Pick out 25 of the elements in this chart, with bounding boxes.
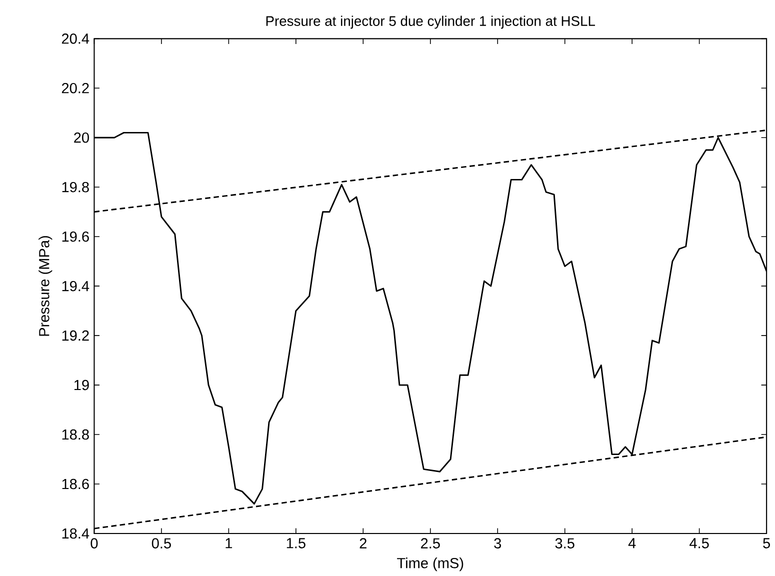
y-tick-label: 20 xyxy=(74,132,89,144)
y-tick-label: 20.2 xyxy=(62,83,89,94)
y-tick-label: 18.8 xyxy=(62,430,89,440)
x-tick-label: 0 xyxy=(90,538,98,549)
y-axis-title: Pressure (MPa) xyxy=(38,236,52,336)
x-tick-label: 3.5 xyxy=(555,538,574,549)
x-tick-label: 2.5 xyxy=(421,538,440,549)
x-tick-label: 0.5 xyxy=(152,538,171,549)
y-tick-label: 19.2 xyxy=(62,330,89,341)
y-tick-label: 18.4 xyxy=(62,528,90,539)
y-tick-label: 18.6 xyxy=(62,479,89,490)
x-tick-label: 2 xyxy=(360,538,366,549)
x-tick-label: 4.5 xyxy=(690,538,709,549)
x-axis-title: Time (mS) xyxy=(397,558,464,572)
y-tick-label: 19.6 xyxy=(62,232,89,242)
y-tick-label: 19.8 xyxy=(62,182,89,193)
x-tick-label: 1 xyxy=(226,538,232,548)
x-tick-label: 4 xyxy=(628,538,636,548)
x-tick-label: 3 xyxy=(494,538,502,549)
y-tick-label: 19.4 xyxy=(62,281,90,292)
x-tick-label: 1.5 xyxy=(286,538,306,549)
y-tick-label: 20.4 xyxy=(62,34,90,44)
chart-title: Pressure at injector 5 due cylinder 1 injection at HSLL xyxy=(266,16,595,29)
y-tick-label: 19 xyxy=(74,380,89,390)
x-tick-label: 5 xyxy=(763,538,770,549)
